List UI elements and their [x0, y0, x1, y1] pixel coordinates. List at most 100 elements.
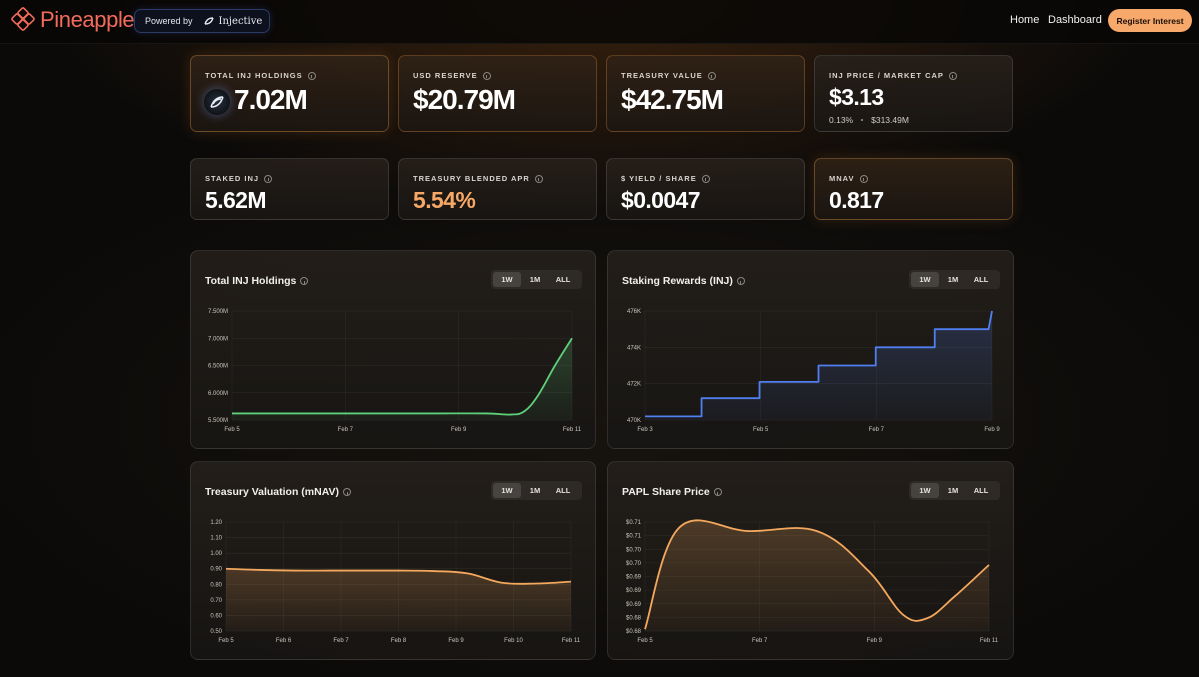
stat-label: INJ PRICE / MARKET CAP: [829, 71, 957, 80]
nav-dashboard-link[interactable]: Dashboard: [1048, 14, 1102, 26]
price-sub-row: 0.13% $313.49M: [829, 115, 909, 125]
series-area: [232, 338, 572, 420]
stat-card-blended-apr: TREASURY BLENDED APR 5.54%: [398, 158, 597, 220]
x-tick-label: Feb 5: [218, 638, 234, 644]
range-button-all[interactable]: ALL: [973, 486, 989, 495]
range-button-1m[interactable]: 1M: [529, 275, 541, 284]
info-icon[interactable]: [713, 488, 722, 496]
x-tick-label: Feb 7: [338, 427, 354, 433]
y-tick-label: 476K: [627, 309, 641, 315]
series-area: [645, 520, 989, 631]
separator-dot: [861, 119, 864, 121]
x-tick-label: Feb 7: [752, 638, 768, 644]
injective-mark: Injective: [203, 15, 263, 27]
x-tick-label: Feb 5: [753, 427, 769, 433]
chart-panel-papl: PAPL Share Price 1W 1M ALL $0.71 $0.71 $0.70 $0…: [607, 461, 1014, 660]
info-icon[interactable]: [701, 174, 710, 183]
chart-panel-staking: Staking Rewards (INJ) 1W 1M ALL 476K 474K 472K…: [607, 250, 1014, 449]
range-button-1w[interactable]: 1W: [493, 483, 521, 498]
stat-label: $ YIELD / SHARE: [621, 174, 710, 183]
chart-title: Staking Rewards (INJ): [622, 275, 745, 287]
info-icon[interactable]: [307, 71, 316, 80]
range-button-1w[interactable]: 1W: [911, 483, 939, 498]
x-tick-label: Feb 11: [980, 638, 999, 644]
chart-title: Total INJ Holdings: [205, 275, 309, 287]
y-tick-label: 1.10: [210, 536, 222, 542]
series-line[interactable]: [644, 519, 990, 630]
register-interest-button[interactable]: Register Interest: [1108, 9, 1192, 32]
info-icon[interactable]: [948, 71, 957, 80]
stat-label: STAKED INJ: [205, 174, 273, 183]
info-icon[interactable]: [343, 488, 352, 496]
stat-label-text: INJ PRICE / MARKET CAP: [829, 71, 944, 80]
stat-label: USD RESERVE: [413, 71, 491, 80]
nav-home-link[interactable]: Home: [1010, 14, 1040, 26]
chart-title-text: Total INJ Holdings: [205, 275, 297, 287]
range-button-1w[interactable]: 1W: [911, 272, 939, 287]
x-tick-label: Feb 9: [984, 427, 1000, 433]
chart-title-text: PAPL Share Price: [622, 486, 710, 498]
y-tick-label: $0.69: [626, 588, 642, 594]
chart-panel-holdings: Total INJ Holdings 1W 1M ALL 7.500M 7.000M 6.5…: [190, 250, 596, 449]
info-icon[interactable]: [482, 71, 491, 80]
range-button-1m[interactable]: 1M: [947, 275, 959, 284]
y-tick-label: $0.71: [626, 520, 642, 526]
info-icon[interactable]: [300, 277, 309, 285]
injective-logo-icon: [210, 96, 224, 108]
y-tick-label: 0.70: [210, 598, 222, 604]
x-tick-label: Feb 7: [869, 427, 885, 433]
y-tick-label: 470K: [627, 418, 641, 424]
stat-value: $3.13: [829, 84, 884, 110]
stat-value: $20.79M: [413, 84, 516, 115]
range-button-all[interactable]: ALL: [555, 275, 571, 284]
info-icon[interactable]: [534, 174, 543, 183]
info-icon[interactable]: [736, 277, 745, 285]
series-area: [226, 568, 571, 631]
y-tick-label: $0.68: [626, 615, 642, 621]
x-tick-label: Feb 9: [448, 638, 464, 644]
price-change: 0.13%: [829, 115, 854, 125]
y-tick-label: 1.20: [210, 520, 222, 526]
y-tick-label: $0.69: [626, 575, 642, 581]
chart-title: PAPL Share Price: [622, 486, 722, 498]
time-range-toggle: 1W 1M ALL: [491, 481, 582, 500]
brand-name: Pineapple: [40, 7, 135, 32]
partner-name: Injective: [218, 15, 263, 27]
chart-panel-mnav: Treasury Valuation (mNAV) 1W 1M ALL 1.20 1.10…: [190, 461, 596, 660]
range-button-1w[interactable]: 1W: [493, 272, 521, 287]
chart-svg: $0.71 $0.71 $0.70 $0.70 $0.69 $0.69 $0.69 $0.68…: [626, 519, 999, 644]
info-icon[interactable]: [264, 174, 273, 183]
stat-card-yield-share: $ YIELD / SHARE $0.0047: [606, 158, 805, 220]
info-icon[interactable]: [859, 174, 868, 183]
y-tick-label: 0.60: [210, 613, 222, 619]
x-tick-label: Feb 11: [562, 638, 581, 644]
range-button-all[interactable]: ALL: [555, 486, 571, 495]
y-tick-label: $0.68: [626, 629, 642, 635]
stat-label-text: TREASURY BLENDED APR: [413, 174, 530, 183]
range-button-1m[interactable]: 1M: [529, 486, 541, 495]
stat-card-staked-inj: STAKED INJ 5.62M: [190, 158, 389, 220]
market-cap: $313.49M: [871, 115, 909, 125]
y-tick-label: 7.000M: [208, 336, 228, 342]
x-tick-label: Feb 6: [276, 638, 292, 644]
injective-icon: [203, 17, 214, 25]
series-line[interactable]: [232, 337, 573, 416]
chart-svg: 1.20 1.10 1.00 0.90 0.80 0.70 0.60 0.50 Feb 5 Feb…: [210, 520, 581, 644]
y-tick-label: 0.50: [210, 629, 222, 635]
range-button-1m[interactable]: 1M: [947, 486, 959, 495]
stat-card-total-inj: TOTAL INJ HOLDINGS 7.02M: [190, 55, 389, 132]
chart-svg: 476K 474K 472K 470K Feb 3 Feb 5 Feb 7 Feb 9: [627, 309, 1000, 433]
chart-svg: 7.500M 7.000M 6.500M 6.000M 5.500M Feb 5 Feb 7…: [208, 309, 582, 433]
powered-by-label: Powered by: [145, 16, 193, 26]
y-tick-label: $0.70: [626, 547, 642, 553]
info-icon[interactable]: [707, 71, 716, 80]
stat-card-treasury-value: TREASURY VALUE $42.75M: [606, 55, 805, 132]
stat-label-text: USD RESERVE: [413, 71, 478, 80]
range-button-all[interactable]: ALL: [973, 275, 989, 284]
chart-title: Treasury Valuation (mNAV): [205, 486, 352, 498]
powered-by-badge[interactable]: Powered by Injective: [134, 9, 270, 33]
brand-logo[interactable]: Pineapple: [10, 7, 135, 33]
stat-label: TREASURY VALUE: [621, 71, 716, 80]
y-tick-label: 472K: [627, 382, 641, 388]
x-tick-label: Feb 7: [333, 638, 349, 644]
